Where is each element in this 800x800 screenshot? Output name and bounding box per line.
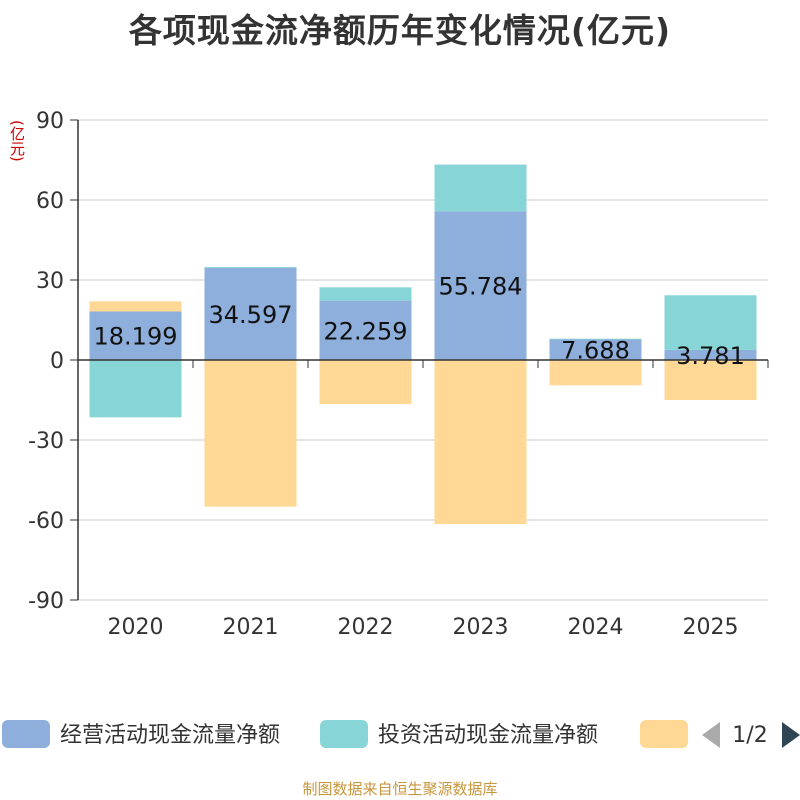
bar-2022-series-1: [319, 300, 412, 360]
bar-2025-series-1: [664, 349, 757, 360]
grid-layer: [78, 119, 768, 601]
bar-chart: 90 60 30 0 -30 -60 -90 2020 2021 2022 2023 2024 2025…: [2, 109, 800, 748]
x-tick-label-2024: 2024: [568, 615, 624, 640]
x-tick-label-2022: 2022: [338, 615, 394, 640]
x-tick-label-2023: 2023: [453, 615, 509, 640]
data-label-2020: 18.199: [94, 323, 178, 351]
bar-2024-series-1: [549, 339, 642, 360]
bar-2024-series-3: [549, 360, 642, 386]
legend-swatch-1: [2, 720, 50, 748]
y-tick-label: 0: [50, 349, 64, 374]
y-tick-label: 60: [36, 189, 64, 214]
data-label-2021: 34.597: [209, 301, 293, 329]
y-tick-label: 30: [36, 269, 64, 294]
axis-layer: 90 60 30 0 -30 -60 -90 2020 2021 2022 2023 2024 2025: [28, 109, 769, 640]
y-axis-unit-label: (亿元): [8, 120, 26, 162]
data-label-2024: 7.688: [561, 337, 630, 365]
legend-label-2: 投资活动现金流量净额: [378, 723, 598, 748]
bar-2020-series-1: [89, 311, 182, 360]
bar-2020-series-2: [89, 360, 182, 418]
bar-2021-series-3: [204, 360, 297, 507]
legend-label-1: 经营活动现金流量净额: [60, 723, 280, 748]
bar-2021-series-1: [204, 267, 297, 360]
chart-title: 各项现金流净额历年变化情况(亿元): [128, 11, 672, 50]
y-tick-label: -90: [28, 589, 64, 614]
bar-2022-series-3: [319, 360, 412, 404]
bar-2023-series-2: [434, 164, 527, 212]
legend-swatch-3: [640, 720, 688, 748]
y-tick-label: 90: [36, 109, 64, 134]
legend-swatch-2: [320, 720, 368, 748]
bar-layer: [89, 164, 757, 524]
source-note: 制图数据来自恒生聚源数据库: [302, 780, 498, 798]
legend: 经营活动现金流量净额 投资活动现金流量净额 1/2: [2, 720, 800, 748]
bar-2023-series-1: [434, 211, 527, 360]
legend-page-indicator: 1/2: [732, 723, 767, 748]
x-tick-label-2020: 2020: [108, 615, 164, 640]
bar-2025-series-3: [664, 360, 757, 400]
legend-prev-page-icon[interactable]: [702, 722, 720, 748]
bar-2021-series-2: [204, 266, 297, 268]
data-label-2025: 3.781: [676, 342, 745, 370]
legend-next-page-icon[interactable]: [782, 722, 800, 748]
bar-2025-series-2: [664, 295, 757, 350]
bar-2024-series-2: [549, 338, 642, 340]
x-tick-label-2025: 2025: [683, 615, 739, 640]
y-tick-label: -60: [28, 509, 64, 534]
data-label-2023: 55.784: [439, 273, 523, 301]
bar-2020-series-3: [89, 301, 182, 312]
bar-2023-series-3: [434, 360, 527, 524]
x-tick-label-2021: 2021: [223, 615, 279, 640]
data-label-layer: 18.199 34.597 22.259 55.784 7.688 3.781: [94, 273, 745, 370]
bar-2022-series-2: [319, 287, 412, 301]
y-tick-label: -30: [28, 429, 64, 454]
data-label-2022: 22.259: [324, 317, 408, 345]
